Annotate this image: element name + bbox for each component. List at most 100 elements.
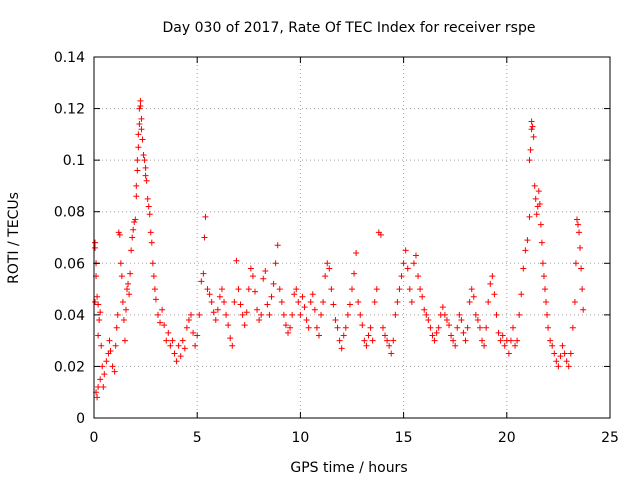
data-point [274, 242, 281, 249]
data-point [124, 286, 131, 293]
data-point [305, 324, 312, 331]
data-point [353, 249, 360, 256]
data-point [133, 182, 140, 189]
data-point [499, 332, 506, 339]
data-point [225, 322, 232, 329]
data-point [96, 317, 103, 324]
data-point [138, 126, 145, 133]
data-point [264, 301, 271, 308]
data-point [289, 311, 296, 318]
data-point [544, 311, 551, 318]
data-point [313, 324, 320, 331]
data-point [157, 319, 164, 326]
data-point [507, 337, 514, 344]
data-point [103, 358, 110, 365]
data-point [541, 286, 548, 293]
data-point [177, 353, 184, 360]
data-point [572, 260, 579, 267]
data-point [579, 286, 586, 293]
data-point [326, 265, 333, 272]
data-point [485, 298, 492, 305]
data-point [435, 324, 442, 331]
data-point [94, 394, 101, 401]
data-point [528, 118, 535, 125]
data-point [167, 342, 174, 349]
data-point [315, 332, 322, 339]
data-point [149, 260, 156, 267]
data-point [210, 309, 217, 316]
data-point [441, 311, 448, 318]
data-point [539, 260, 546, 267]
data-point [134, 157, 141, 164]
data-point [429, 332, 436, 339]
data-point [338, 345, 345, 352]
data-point [173, 358, 180, 365]
data-point [142, 172, 149, 179]
data-point [200, 270, 207, 277]
data-point [392, 311, 399, 318]
data-point [169, 337, 176, 344]
data-point [543, 298, 550, 305]
data-point [204, 286, 211, 293]
data-point [202, 213, 209, 220]
data-point [137, 102, 144, 109]
data-point [412, 252, 419, 259]
data-point [458, 317, 465, 324]
data-point [529, 123, 536, 130]
data-point [118, 273, 125, 280]
data-point [285, 329, 292, 336]
data-point [235, 286, 242, 293]
data-point [487, 280, 494, 287]
data-point [190, 329, 197, 336]
data-point [129, 234, 136, 241]
data-point [578, 265, 585, 272]
ticks-layer: 0 5 10 15 20 25 0 0.02 0.04 0.06 0.08 0.1 0.12 0.14 [54, 50, 619, 446]
data-point [454, 324, 461, 331]
data-point [357, 311, 364, 318]
data-point [509, 324, 516, 331]
data-point [526, 213, 533, 220]
data-point [142, 164, 149, 171]
grid-layer [94, 57, 610, 418]
data-point [462, 337, 469, 344]
data-point [520, 265, 527, 272]
data-point [132, 216, 139, 223]
data-point [530, 133, 537, 140]
data-point [198, 278, 205, 285]
data-point [196, 311, 203, 318]
data-point [349, 286, 355, 293]
data-point [332, 317, 339, 324]
data-point [351, 270, 358, 277]
data-point [512, 342, 519, 349]
data-point [216, 293, 223, 300]
data-point [468, 286, 475, 293]
data-point [243, 309, 250, 316]
data-point [92, 298, 99, 305]
data-point [249, 273, 256, 280]
data-point [537, 221, 544, 228]
data-point [258, 311, 265, 318]
data-point [152, 296, 159, 303]
x-tick-label: 0 [90, 430, 99, 446]
data-point [140, 151, 147, 158]
data-point [344, 311, 351, 318]
data-point [479, 337, 486, 344]
data-point [111, 368, 118, 375]
data-point [291, 291, 298, 298]
data-point [194, 332, 201, 339]
data-point [472, 311, 479, 318]
x-axis-label: GPS time / hours [290, 460, 407, 476]
data-point [188, 311, 195, 318]
data-point [408, 298, 415, 305]
data-point [522, 247, 529, 254]
data-point [135, 144, 142, 151]
data-point [299, 293, 306, 300]
data-point [553, 358, 560, 365]
data-point [148, 239, 155, 246]
data-point [251, 288, 258, 295]
data-point [303, 317, 310, 324]
data-point [491, 291, 498, 298]
data-point [577, 244, 584, 251]
data-point [293, 286, 300, 293]
